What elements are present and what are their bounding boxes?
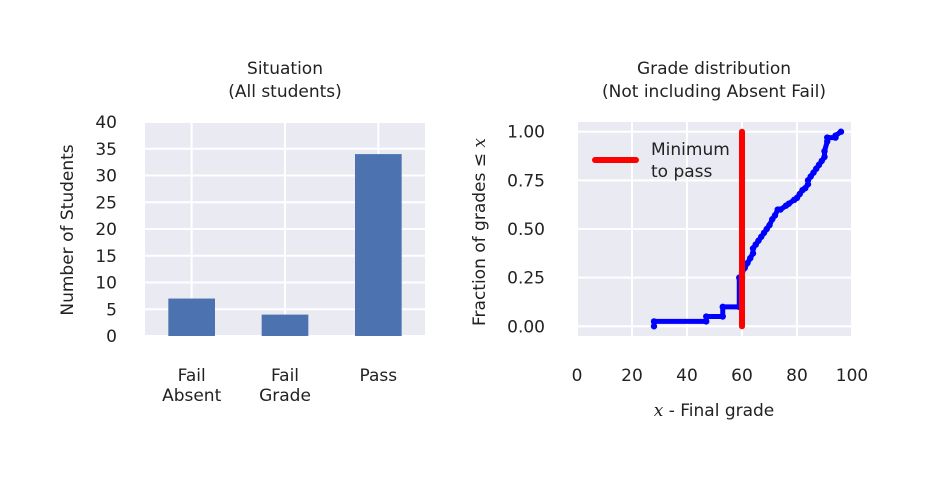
ecdf-point (771, 212, 779, 219)
ecdf-chart-title-line-2: (Not including Absent Fail) (602, 82, 826, 102)
ecdf-point (703, 318, 710, 325)
ecdf-point (766, 221, 773, 229)
ecdf-x-axis-label-math: x (654, 401, 664, 421)
ecdf-y-tick-labels: 0.00 0.25 0.50 0.75 1.00 (507, 123, 545, 338)
ecdf-point (703, 313, 710, 320)
ecdf-point (821, 153, 828, 161)
ecdf-series (650, 128, 845, 330)
ecdf-point (785, 200, 792, 207)
ecdf-x-tick-label: 100 (836, 366, 868, 386)
ecdf-y-tick-label: 0.00 (507, 317, 545, 337)
ecdf-point (650, 318, 658, 325)
bar-y-tick-label: 20 (95, 220, 117, 240)
bar-y-tick-label: 15 (95, 247, 117, 267)
ecdf-y-tick-label: 0.75 (507, 171, 545, 191)
bar-y-tick-label: 0 (106, 327, 117, 347)
ecdf-point (650, 323, 658, 330)
bar-y-tick-labels: 0 5 10 15 20 25 30 35 40 (95, 113, 117, 347)
ecdf-x-tick-label: 40 (676, 366, 698, 386)
ecdf-y-tick-label: 0.50 (507, 220, 545, 240)
ecdf-y-axis-label: Fraction of grades ≤ x (470, 138, 490, 326)
ecdf-x-tick-labels: 0 20 40 60 80 100 (572, 366, 869, 386)
ecdf-x-axis-label-text: - Final grade (663, 401, 774, 421)
ecdf-point (747, 254, 754, 262)
bar-y-tick-label: 35 (95, 140, 117, 160)
ecdf-point (744, 259, 751, 267)
bar-y-tick-label: 40 (95, 113, 117, 133)
bar-1 (261, 314, 309, 336)
ecdf-y-tick-label: 1.00 (507, 123, 545, 143)
ecdf-point (824, 134, 831, 141)
ecdf-point (777, 206, 784, 213)
ecdf-point (821, 147, 828, 155)
ecdf-point (832, 132, 839, 139)
bar-2 (355, 154, 402, 336)
ecdf-y-tick-label: 0.25 (507, 269, 545, 289)
ecdf-x-tick-label: 60 (731, 366, 753, 386)
bar-x-tick-label: Fail (271, 366, 299, 386)
bar-chart-title-line-2: (All students) (228, 82, 342, 102)
bar-y-tick-label: 30 (95, 167, 117, 187)
ecdf-point (749, 250, 757, 257)
bar-chart-title-line-1: Situation (247, 59, 323, 79)
bar-x-tick-label: Pass (360, 366, 398, 386)
bar-0 (168, 298, 215, 336)
ecdf-point (719, 313, 726, 320)
ecdf-chart-grade-distribution: 0.00 0.25 0.50 0.75 1.00 0 20 40 60 80 100 Grade … (470, 59, 868, 421)
ecdf-y-axis-label-math: x (470, 138, 490, 148)
legend-label-minimum-to-pass: Minimum (651, 140, 730, 160)
bar-x-tick-label: Grade (259, 386, 311, 406)
legend-label-minimum-to-pass: to pass (651, 162, 713, 182)
ecdf-point (719, 303, 726, 311)
bar-y-tick-label: 25 (95, 193, 117, 213)
bar-y-tick-label: 5 (106, 300, 117, 320)
ecdf-x-tick-label: 20 (621, 366, 643, 386)
ecdf-x-axis-label: x - Final grade (654, 401, 775, 421)
ecdf-x-tick-label: 0 (572, 366, 583, 386)
bar-y-axis-label: Number of Students (58, 144, 78, 315)
bar-series (168, 154, 402, 336)
bar-y-tick-label: 10 (95, 274, 117, 294)
ecdf-x-tick-label: 80 (786, 366, 808, 386)
ecdf-y-axis-label-text: Fraction of grades ≤ (470, 148, 490, 326)
bar-x-tick-label: Fail (178, 366, 206, 386)
ecdf-chart-title-line-1: Grade distribution (637, 59, 791, 79)
ecdf-point (837, 128, 845, 135)
bar-x-tick-label: Absent (162, 386, 222, 406)
